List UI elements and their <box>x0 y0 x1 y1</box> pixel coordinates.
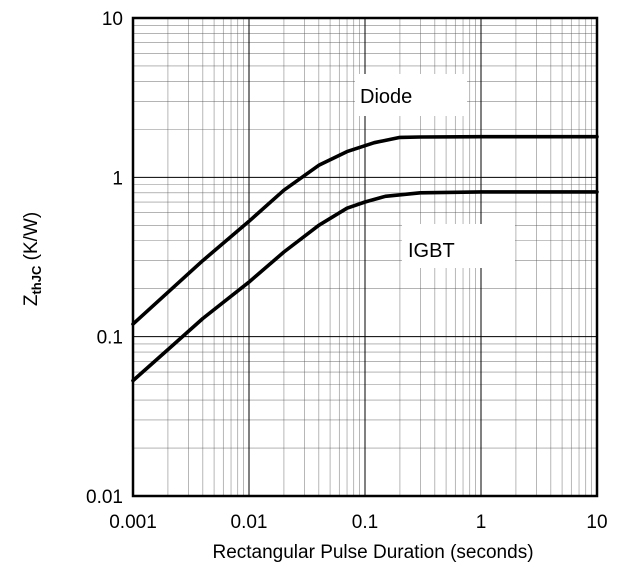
curves <box>131 134 599 383</box>
x-axis-label: Rectangular Pulse Duration (seconds) <box>212 542 533 563</box>
x-tick-label: 0.001 <box>109 512 157 533</box>
diode-series-label: Diode <box>360 86 412 108</box>
y-tick-label: 0.1 <box>97 328 123 349</box>
x-tick-label: 10 <box>586 512 607 533</box>
y-axis-label: ZthJC (K/W) <box>21 212 44 306</box>
plot-frame <box>131 16 599 498</box>
igbt-series-label: IGBT <box>408 240 455 262</box>
y-tick-label: 10 <box>102 9 123 30</box>
x-tick-label: 0.1 <box>352 512 378 533</box>
tick-labels: 0.001 0.01 0.1 1 10 10 1 0.1 0.01 <box>86 9 608 533</box>
x-tick-label: 1 <box>476 512 487 533</box>
y-tick-label: 0.01 <box>86 487 123 508</box>
series-label-background <box>402 224 515 268</box>
x-tick-label: 0.01 <box>231 512 268 533</box>
igbt-curve <box>131 190 599 383</box>
y-axis-label-unit: (K/W) <box>21 212 42 266</box>
y-axis-label-subscript: thJC <box>29 265 44 295</box>
y-axis-label-main: Z <box>21 294 42 306</box>
diode-curve <box>131 134 599 326</box>
y-tick-label: 1 <box>112 168 123 189</box>
series-labels: Diode IGBT <box>360 86 455 262</box>
series-label-backgrounds <box>355 74 515 268</box>
series-label-background <box>355 74 467 116</box>
